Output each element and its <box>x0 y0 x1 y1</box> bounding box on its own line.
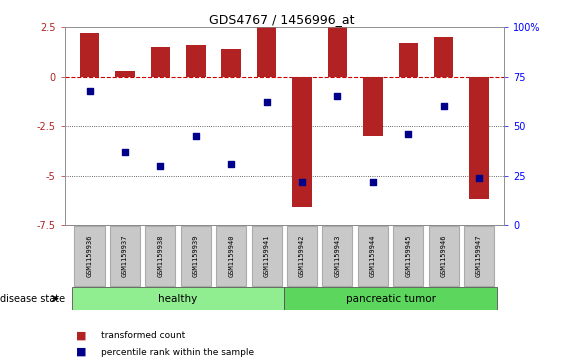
Point <box>262 99 271 105</box>
FancyBboxPatch shape <box>464 226 494 286</box>
Bar <box>470 77 489 199</box>
Point <box>191 133 200 139</box>
FancyBboxPatch shape <box>145 226 176 286</box>
Bar <box>399 43 418 77</box>
FancyBboxPatch shape <box>287 226 317 286</box>
Text: percentile rank within the sample: percentile rank within the sample <box>101 348 254 356</box>
Text: GSM1159941: GSM1159941 <box>263 234 270 277</box>
Bar <box>115 71 135 77</box>
Text: GSM1159945: GSM1159945 <box>405 234 411 277</box>
Text: GDS4767 / 1456996_at: GDS4767 / 1456996_at <box>209 13 354 26</box>
FancyBboxPatch shape <box>74 226 105 286</box>
Text: GSM1159946: GSM1159946 <box>441 234 446 277</box>
Text: disease state: disease state <box>0 294 68 303</box>
Text: GSM1159943: GSM1159943 <box>334 234 341 277</box>
FancyBboxPatch shape <box>181 226 211 286</box>
Bar <box>328 27 347 77</box>
Bar <box>257 27 276 77</box>
Point <box>368 179 377 184</box>
FancyBboxPatch shape <box>323 226 352 286</box>
Bar <box>80 33 99 77</box>
Point <box>297 179 306 184</box>
Text: GSM1159940: GSM1159940 <box>228 234 234 277</box>
Bar <box>363 77 383 136</box>
Point <box>120 149 129 155</box>
Point <box>439 103 448 109</box>
Text: GSM1159939: GSM1159939 <box>193 234 199 277</box>
FancyBboxPatch shape <box>110 226 140 286</box>
Text: healthy: healthy <box>158 294 198 303</box>
Point <box>227 161 236 167</box>
Point <box>85 87 94 93</box>
Point <box>404 131 413 137</box>
Text: GSM1159944: GSM1159944 <box>370 234 376 277</box>
FancyBboxPatch shape <box>428 226 459 286</box>
Text: GSM1159936: GSM1159936 <box>87 234 92 277</box>
Bar <box>292 77 312 207</box>
Bar <box>221 49 241 77</box>
Bar <box>72 287 284 310</box>
Text: ■: ■ <box>76 331 87 341</box>
FancyBboxPatch shape <box>393 226 423 286</box>
Text: transformed count: transformed count <box>101 331 186 340</box>
Bar <box>434 37 453 77</box>
FancyBboxPatch shape <box>358 226 388 286</box>
Point <box>156 163 165 168</box>
FancyBboxPatch shape <box>252 226 282 286</box>
Text: GSM1159937: GSM1159937 <box>122 234 128 277</box>
Bar <box>186 45 205 77</box>
Bar <box>151 47 170 77</box>
Bar <box>284 287 497 310</box>
Text: GSM1159942: GSM1159942 <box>299 234 305 277</box>
Text: GSM1159938: GSM1159938 <box>158 234 163 277</box>
Text: pancreatic tumor: pancreatic tumor <box>346 294 436 303</box>
Point <box>333 94 342 99</box>
Point <box>475 175 484 180</box>
Text: GSM1159947: GSM1159947 <box>476 234 482 277</box>
Text: ■: ■ <box>76 347 87 357</box>
FancyBboxPatch shape <box>216 226 246 286</box>
